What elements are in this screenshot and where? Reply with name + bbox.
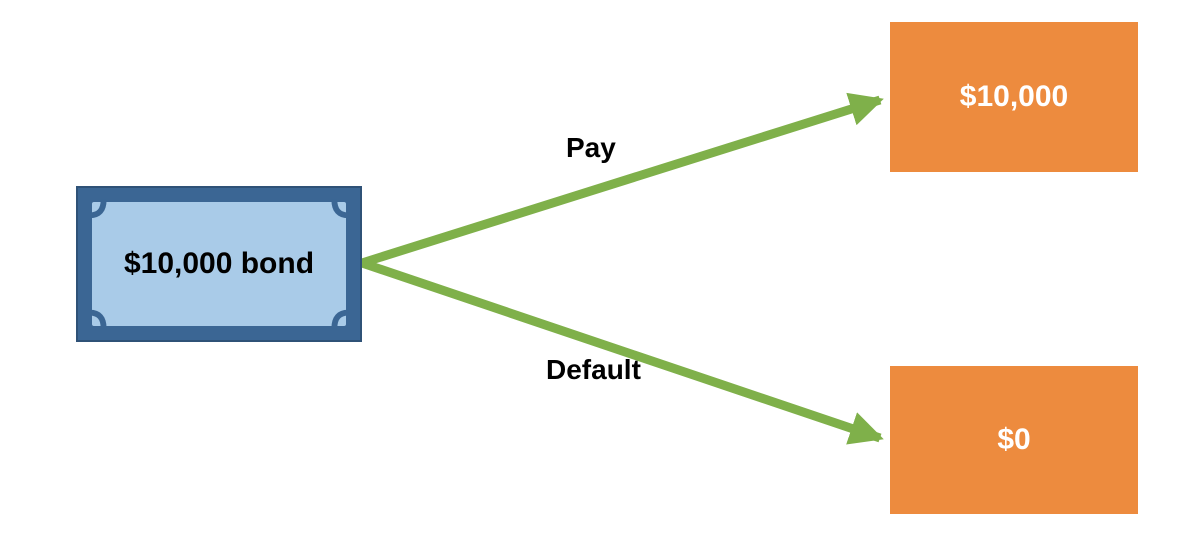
arrow-pay [362, 100, 880, 263]
outcome-default-label: $0 [997, 423, 1030, 457]
branch-label-pay: Pay [566, 132, 616, 164]
branch-label-default: Default [546, 354, 641, 386]
outcome-pay-label: $10,000 [960, 80, 1068, 114]
outcome-default: $0 [890, 366, 1138, 514]
arrow-default [362, 263, 880, 438]
bond-label: $10,000 bond [124, 247, 314, 281]
outcome-pay: $10,000 [890, 22, 1138, 172]
bond-node: $10,000 bond [76, 186, 362, 342]
diagram-stage: $10,000 bond $10,000 $0 Pay Default [0, 0, 1184, 534]
